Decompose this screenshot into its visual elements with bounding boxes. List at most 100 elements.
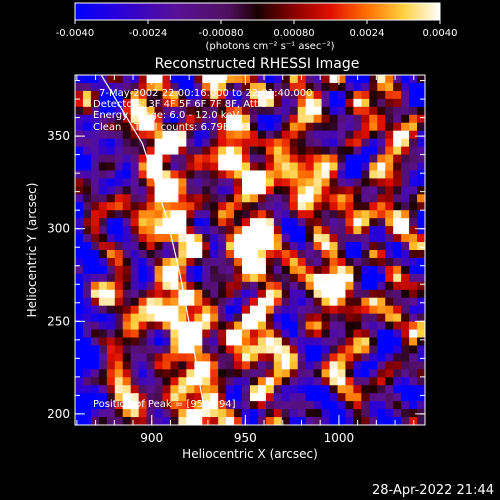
heatmap-cell	[186, 393, 195, 402]
heatmap-cell	[210, 194, 219, 203]
heatmap-cell	[218, 98, 227, 108]
heatmap-cell	[242, 234, 251, 243]
heatmap-cell	[130, 242, 140, 251]
heatmap-cell	[297, 250, 307, 259]
heatmap-cell	[114, 353, 124, 362]
heatmap-cell	[82, 393, 92, 402]
heatmap-cell	[265, 289, 275, 299]
heatmap-cell	[337, 337, 346, 346]
heatmap-cell	[234, 250, 243, 259]
heatmap-cell	[106, 265, 116, 275]
heatmap-cell	[401, 361, 410, 370]
heatmap-cell	[114, 289, 124, 299]
heatmap-cell	[234, 377, 243, 386]
heatmap-cell	[321, 162, 330, 171]
heatmap-cell	[242, 401, 251, 410]
heatmap-cell	[361, 202, 370, 211]
heatmap-cell	[170, 82, 179, 92]
heatmap-cell	[313, 345, 322, 354]
heatmap-cell	[90, 401, 100, 410]
heatmap-cell	[114, 130, 124, 140]
heatmap-cell	[257, 250, 267, 259]
colorbar-tick-label: 0.0040	[423, 28, 458, 39]
heatmap-cell	[385, 242, 394, 251]
heatmap-cell	[122, 417, 132, 425]
heatmap-cell	[154, 281, 163, 291]
heatmap-cell	[98, 186, 108, 195]
heatmap-cell	[361, 186, 370, 195]
heatmap-cell	[122, 90, 132, 100]
heatmap-cell	[385, 194, 394, 203]
heatmap-cell	[106, 297, 116, 307]
heatmap-cell	[409, 385, 418, 394]
heatmap-cell	[273, 234, 283, 243]
heatmap-cell	[218, 178, 227, 187]
heatmap-cell	[138, 194, 147, 203]
heatmap-cell	[337, 75, 346, 84]
heatmap-cell	[345, 82, 354, 92]
heatmap-cell	[90, 154, 100, 163]
heatmap-cell	[162, 218, 171, 227]
heatmap-cell	[329, 345, 338, 354]
heatmap-cell	[345, 114, 354, 124]
heatmap-cell	[130, 313, 140, 322]
heatmap-cell	[122, 98, 132, 108]
heatmap-cell	[154, 122, 163, 132]
heatmap-cell	[178, 75, 187, 84]
heatmap-cell	[202, 377, 211, 386]
heatmap-cell	[377, 305, 386, 315]
heatmap-cell	[178, 210, 187, 219]
heatmap-cell	[218, 305, 227, 315]
heatmap-cell	[106, 106, 116, 116]
heatmap-cell	[202, 257, 211, 267]
heatmap-cell	[329, 369, 338, 378]
heatmap-cell	[409, 321, 418, 330]
heatmap-cell	[154, 273, 163, 283]
heatmap-cell	[337, 170, 346, 179]
heatmap-cell	[369, 75, 378, 84]
heatmap-cell	[265, 250, 275, 259]
heatmap-cell	[218, 273, 227, 283]
heatmap-cell	[82, 122, 92, 132]
heatmap-cell	[202, 98, 211, 108]
heatmap-cell	[170, 305, 179, 315]
heatmap-cell	[417, 90, 425, 100]
heatmap-cell	[250, 98, 259, 108]
heatmap-cell	[122, 162, 132, 171]
heatmap-cell	[178, 154, 187, 163]
heatmap-cell	[242, 186, 251, 195]
heatmap-cell	[385, 202, 394, 211]
heatmap-cell	[417, 162, 425, 171]
heatmap-cell	[361, 401, 370, 410]
heatmap-cell	[250, 250, 259, 259]
heatmap-cell	[162, 138, 171, 147]
heatmap-cell	[226, 393, 235, 402]
heatmap-cell	[377, 401, 386, 410]
heatmap-cell	[130, 257, 140, 267]
heatmap-cell	[210, 289, 219, 299]
heatmap-cell	[257, 417, 267, 425]
heatmap-cell	[162, 154, 171, 163]
heatmap-cell	[329, 273, 338, 283]
heatmap-cell	[98, 409, 108, 418]
heatmap-cell	[186, 178, 195, 187]
heatmap-cell	[82, 385, 92, 394]
heatmap-cell	[186, 273, 195, 283]
heatmap-cell	[281, 393, 291, 402]
heatmap-cell	[234, 337, 243, 346]
heatmap-cell	[138, 106, 147, 116]
heatmap-cell	[385, 353, 394, 362]
heatmap-cell	[186, 377, 195, 386]
heatmap-cell	[297, 218, 307, 227]
heatmap-cell	[417, 242, 425, 251]
heatmap-cell	[353, 178, 362, 187]
heatmap-cell	[98, 305, 108, 315]
heatmap-cell	[146, 106, 155, 116]
heatmap-cell	[369, 114, 378, 124]
heatmap-cell	[409, 377, 418, 386]
heatmap-cell	[98, 361, 108, 370]
heatmap-cell	[265, 265, 275, 275]
heatmap-cell	[98, 154, 108, 163]
heatmap-cell	[178, 257, 187, 267]
heatmap-cell	[353, 337, 362, 346]
